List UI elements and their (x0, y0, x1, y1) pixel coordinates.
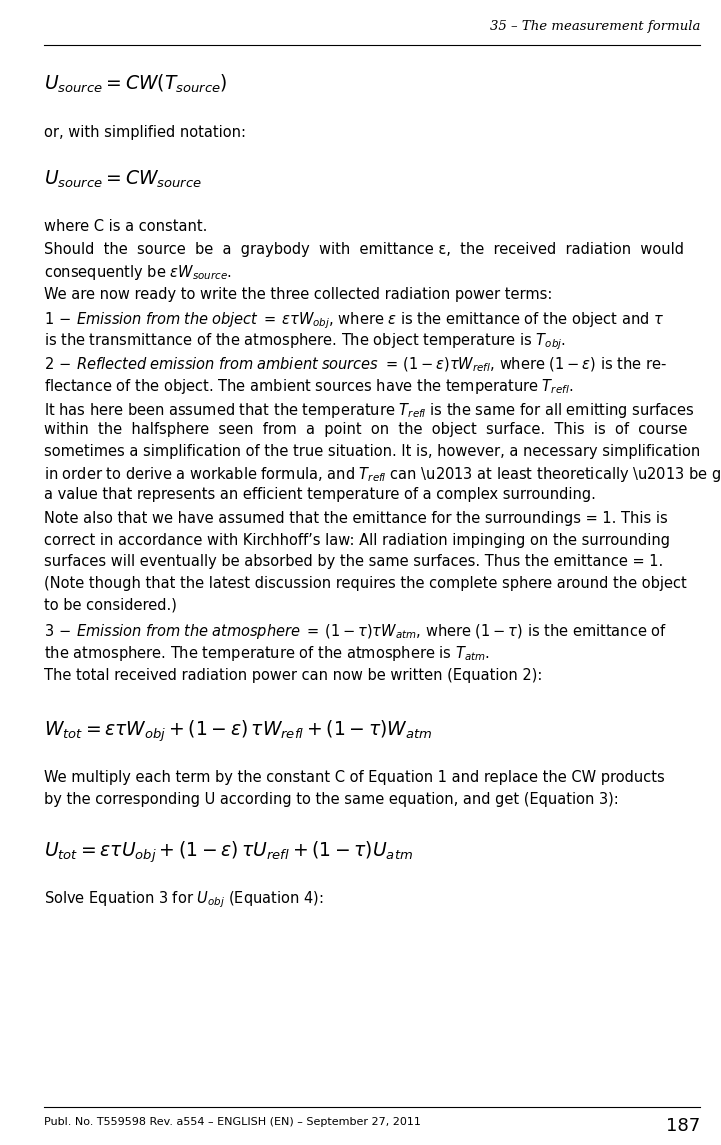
Text: Should  the  source  be  a  graybody  with  emittance ε,  the  received  radiati: Should the source be a graybody with emi… (44, 242, 684, 256)
Text: by the corresponding U according to the same equation, and get (Equation 3):: by the corresponding U according to the … (44, 792, 619, 807)
Text: 35 – The measurement formula: 35 – The measurement formula (490, 19, 700, 33)
Text: 187: 187 (665, 1118, 700, 1135)
Text: flectance of the object. The ambient sources have the temperature $T_{refl}$.: flectance of the object. The ambient sou… (44, 377, 573, 396)
Text: surfaces will eventually be absorbed by the same surfaces. Thus the emittance = : surfaces will eventually be absorbed by … (44, 554, 663, 569)
Text: $\mathit{U}_{\mathit{source}} = \mathit{CW}(\mathit{T}_{\mathit{source}})$: $\mathit{U}_{\mathit{source}} = \mathit{… (44, 73, 228, 95)
Text: where C is a constant.: where C is a constant. (44, 219, 208, 234)
Text: $\mathit{1\,-\,Emission\;from\;the\;object}$ $=\,\varepsilon\tau W_{obj}$, where: $\mathit{1\,-\,Emission\;from\;the\;obje… (44, 310, 664, 331)
Text: The total received radiation power can now be written (Equation 2):: The total received radiation power can n… (44, 669, 542, 684)
Text: within  the  halfsphere  seen  from  a  point  on  the  object  surface.  This  : within the halfsphere seen from a point … (44, 423, 687, 437)
Text: to be considered.): to be considered.) (44, 598, 177, 613)
Text: Solve Equation 3 for $U_{obj}$ (Equation 4):: Solve Equation 3 for $U_{obj}$ (Equation… (44, 890, 324, 910)
Text: Note also that we have assumed that the emittance for the surroundings = 1. This: Note also that we have assumed that the … (44, 512, 668, 527)
Text: or, with simplified notation:: or, with simplified notation: (44, 125, 246, 140)
Text: the atmosphere. The temperature of the atmosphere is $T_{atm}$.: the atmosphere. The temperature of the a… (44, 643, 490, 663)
Text: $U_{tot} = \varepsilon\tau U_{obj} + (1-\varepsilon)\,\tau U_{refl} + (1-\tau)U_: $U_{tot} = \varepsilon\tau U_{obj} + (1-… (44, 839, 413, 866)
Text: (Note though that the latest discussion requires the complete sphere around the : (Note though that the latest discussion … (44, 576, 686, 591)
Text: correct in accordance with Kirchhoff’s law: All radiation impinging on the surro: correct in accordance with Kirchhoff’s l… (44, 532, 670, 548)
Text: is the transmittance of the atmosphere. The object temperature is $T_{obj}$.: is the transmittance of the atmosphere. … (44, 332, 566, 353)
Text: sometimes a simplification of the true situation. It is, however, a necessary si: sometimes a simplification of the true s… (44, 443, 700, 459)
Text: in order to derive a workable formula, and $T_{refl}$ can \u2013 at least theore: in order to derive a workable formula, a… (44, 465, 721, 484)
Text: We are now ready to write the three collected radiation power terms:: We are now ready to write the three coll… (44, 286, 552, 302)
Text: $W_{tot} = \varepsilon\tau W_{obj} + (1-\varepsilon)\,\tau W_{refl} + (1-\tau)W_: $W_{tot} = \varepsilon\tau W_{obj} + (1-… (44, 718, 433, 744)
Text: It has here been assumed that the temperature $T_{refl}$ is the same for all emi: It has here been assumed that the temper… (44, 401, 695, 420)
Text: Publ. No. T559598 Rev. a554 – ENGLISH (EN) – September 27, 2011: Publ. No. T559598 Rev. a554 – ENGLISH (E… (44, 1118, 421, 1127)
Text: consequently be $\varepsilon W_{source}$.: consequently be $\varepsilon W_{source}$… (44, 263, 232, 282)
Text: a value that represents an efficient temperature of a complex surrounding.: a value that represents an efficient tem… (44, 487, 596, 502)
Text: $\mathit{2\,-\,Reflected\;emission\;from\;ambient\;sources}$ $=\,(1-\varepsilon): $\mathit{2\,-\,Reflected\;emission\;from… (44, 356, 667, 374)
Text: $\mathit{3\,-\,Emission\;from\;the\;atmosphere}$ $=\,(1-\tau)\tau W_{atm}$, wher: $\mathit{3\,-\,Emission\;from\;the\;atmo… (44, 622, 667, 641)
Text: $\mathit{U}_{\mathit{source}} = \mathit{CW}_{\mathit{source}}$: $\mathit{U}_{\mathit{source}} = \mathit{… (44, 169, 202, 190)
Text: We multiply each term by the constant C of Equation 1 and replace the CW product: We multiply each term by the constant C … (44, 771, 665, 785)
